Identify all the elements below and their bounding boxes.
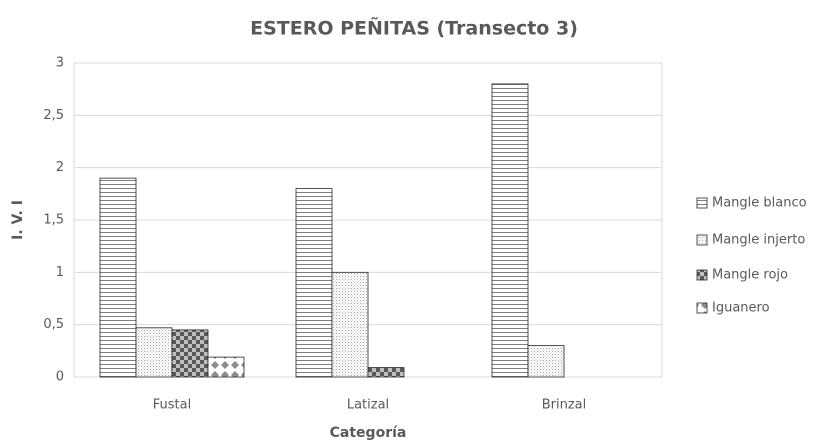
- chart-title: ESTERO PEÑITAS (Transecto 3): [250, 16, 578, 40]
- bar: [135, 327, 173, 378]
- y-tick-label: 0,5: [43, 317, 64, 332]
- bar: [207, 356, 245, 378]
- y-tick-label: 1,5: [43, 213, 64, 228]
- legend-label: Mangle blanco: [712, 196, 807, 211]
- y-tick-label: 1: [56, 265, 64, 280]
- x-tick-label: Brinzal: [542, 398, 587, 413]
- legend-swatch: [696, 197, 708, 209]
- x-tick-label: Latizal: [347, 398, 389, 413]
- y-tick-label: 2: [56, 160, 64, 175]
- legend-swatch: [696, 234, 708, 246]
- legend-label: Mangle rojo: [712, 268, 788, 283]
- bar: [367, 367, 405, 378]
- y-axis-title: I. V. I: [10, 200, 26, 240]
- y-tick-label: 2,5: [43, 108, 64, 123]
- legend-label: Mangle injerto: [712, 233, 805, 248]
- bar: [527, 345, 565, 378]
- x-tick-label: Fustal: [153, 398, 191, 413]
- y-tick-label: 0: [56, 370, 64, 385]
- bar: [295, 188, 333, 378]
- bar: [331, 271, 369, 378]
- legend-label: Iguanero: [712, 301, 770, 316]
- legend-swatch: [696, 269, 708, 281]
- bar: [491, 83, 529, 378]
- legend-swatch: [696, 302, 708, 314]
- y-tick-label: 3: [56, 56, 64, 71]
- x-axis-title: Categoría: [330, 425, 407, 441]
- bar: [171, 329, 209, 378]
- bar: [99, 177, 137, 378]
